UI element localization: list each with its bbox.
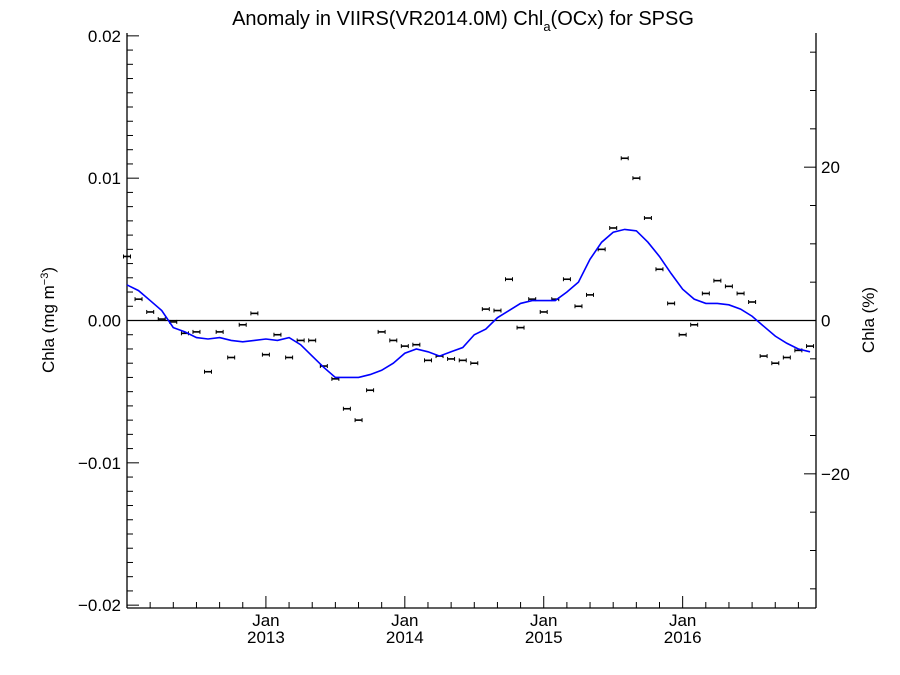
anomaly-point [447, 356, 456, 361]
anomaly-point [400, 344, 409, 349]
anomaly-point [203, 369, 212, 374]
anomaly-point [516, 325, 525, 330]
anomaly-point [412, 342, 421, 347]
left-tick-label: 0.00 [88, 312, 121, 331]
left-tick-label: 0.01 [88, 169, 121, 188]
left-tick-label: −0.02 [78, 596, 121, 615]
anomaly-point [192, 329, 201, 334]
anomaly-point [481, 307, 490, 312]
anomaly-point [342, 406, 351, 411]
x-tick-month: Jan [530, 611, 557, 630]
x-tick-month: Jan [391, 611, 418, 630]
anomaly-point [782, 355, 791, 360]
anomaly-point [308, 338, 317, 343]
anomaly-point [146, 309, 155, 314]
anomaly-point [771, 361, 780, 366]
x-tick-month: Jan [252, 611, 279, 630]
anomaly-point [562, 277, 571, 282]
anomaly-point [424, 358, 433, 363]
anomaly-point [470, 361, 479, 366]
anomaly-point [285, 355, 294, 360]
x-tick-year: 2016 [664, 628, 702, 647]
anomaly-point [273, 332, 282, 337]
anomaly-point [134, 297, 143, 302]
anomaly-point [667, 301, 676, 306]
x-tick-year: 2015 [525, 628, 563, 647]
anomaly-point [632, 176, 641, 181]
anomaly-point [215, 329, 224, 334]
anomaly-point [261, 352, 270, 357]
anomaly-point [389, 338, 398, 343]
anomaly-point [377, 329, 386, 334]
anomaly-point [157, 317, 166, 322]
anomaly-point [366, 388, 375, 393]
chart-title-subscript: a [543, 19, 551, 34]
anomaly-point [574, 304, 583, 309]
tick-labels: 0.020.010.00−0.01−0.02200−20Jan2013Jan20… [78, 27, 850, 647]
x-tick-month: Jan [669, 611, 696, 630]
chart-title: Anomaly in VIIRS(VR2014.0M) Chla(OCx) fo… [232, 8, 694, 34]
anomaly-point [643, 216, 652, 221]
left-tick-label: 0.02 [88, 27, 121, 46]
anomaly-point [806, 344, 815, 349]
anomaly-point [759, 354, 768, 359]
y-axis-label-right: Chla (%) [859, 287, 878, 353]
anomaly-point [748, 300, 757, 304]
left-tick-label: −0.01 [78, 454, 121, 473]
anomaly-point [655, 267, 664, 272]
anomaly-point [354, 418, 363, 423]
anomaly-point [296, 338, 305, 343]
anomaly-point [458, 358, 467, 363]
anomaly-point [238, 322, 247, 327]
right-tick-label: 20 [821, 158, 840, 177]
x-tick-year: 2014 [386, 628, 424, 647]
right-tick-label: 0 [821, 312, 830, 331]
anomaly-point [250, 311, 259, 316]
anomaly-point [701, 291, 710, 296]
anomaly-point [123, 254, 131, 259]
anomaly-point [227, 355, 236, 360]
anomaly-point [620, 156, 629, 161]
anomaly-point [585, 292, 594, 297]
data-series [123, 156, 816, 423]
anomaly-point [539, 309, 548, 314]
anomaly-point [724, 284, 733, 289]
anomaly-point [609, 225, 618, 230]
anomaly-point [493, 308, 502, 313]
anomaly-point [736, 291, 745, 296]
smoothed-anomaly-line [126, 228, 811, 379]
anomaly-point [678, 332, 687, 337]
y-axis-label-left: Chla (mg m−3) [39, 267, 58, 373]
y-axis-label-left-exponent: −3 [39, 273, 51, 286]
x-tick-year: 2013 [247, 628, 285, 647]
right-tick-label: −20 [821, 465, 850, 484]
anomaly-point [713, 278, 722, 283]
tick-marks [127, 35, 816, 608]
anomaly-point [690, 322, 699, 327]
anomaly-point [505, 277, 514, 282]
anomaly-point [597, 247, 606, 252]
